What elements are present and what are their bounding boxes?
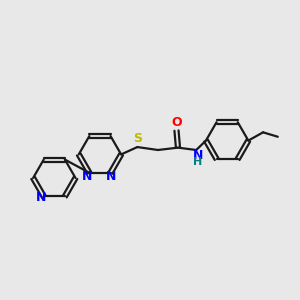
Text: N: N: [106, 170, 116, 183]
Text: S: S: [133, 132, 142, 145]
Text: N: N: [36, 191, 46, 204]
Text: N: N: [82, 170, 92, 183]
Text: O: O: [171, 116, 182, 128]
Text: N: N: [193, 149, 203, 162]
Text: H: H: [193, 158, 202, 167]
